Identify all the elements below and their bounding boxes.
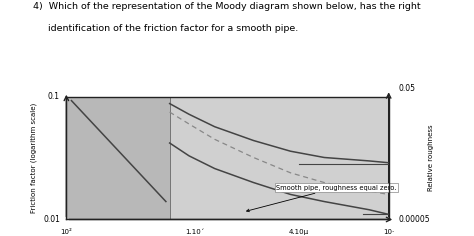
Bar — [66, 97, 170, 219]
Text: 1.10´: 1.10´ — [186, 229, 205, 235]
Text: identification of the friction factor for a smooth pipe.: identification of the friction factor fo… — [33, 24, 299, 33]
Text: 10²: 10² — [60, 229, 73, 235]
Text: Friction factor (logarithm scale): Friction factor (logarithm scale) — [31, 103, 37, 213]
Text: Relative roughness: Relative roughness — [428, 125, 434, 191]
Text: 4.10µ: 4.10µ — [289, 229, 309, 235]
Text: 0.01: 0.01 — [43, 215, 60, 224]
Text: 0.05: 0.05 — [398, 84, 415, 93]
Text: 4)  Which of the representation of the Moody diagram shown below, has the right: 4) Which of the representation of the Mo… — [33, 2, 421, 11]
Text: 0.1: 0.1 — [48, 92, 60, 101]
Text: 10·: 10· — [383, 229, 394, 235]
Text: Smooth pipe, roughness equal zero.: Smooth pipe, roughness equal zero. — [246, 185, 397, 212]
Text: 0.00005: 0.00005 — [398, 215, 430, 224]
